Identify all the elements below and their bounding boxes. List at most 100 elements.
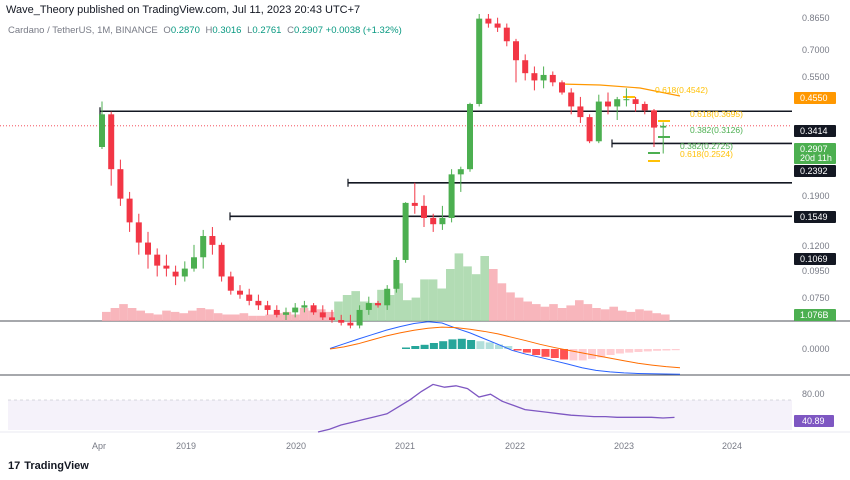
volume-bar (334, 301, 343, 321)
high-value: 0.3016 (212, 25, 242, 36)
volume-bar (480, 256, 489, 321)
volume-bar (489, 269, 498, 321)
volume-bar (506, 292, 515, 321)
low-label: L (247, 25, 253, 36)
candle-body (651, 110, 657, 128)
macd-histogram-bar (420, 344, 429, 349)
time-tick: 2020 (286, 441, 306, 451)
price-tick: 0.5500 (802, 72, 830, 82)
volume-bar (643, 310, 653, 321)
candle-body (301, 305, 308, 308)
candle-body (319, 312, 326, 318)
candle-body (154, 254, 161, 266)
candle-body (421, 205, 427, 218)
candle-body (513, 41, 519, 61)
volume-bar (153, 314, 163, 321)
candle-body (494, 23, 501, 28)
candle-body (623, 99, 630, 101)
tradingview-brand[interactable]: 17 TradingView (8, 460, 89, 472)
price-tick: 0.1900 (802, 191, 830, 201)
candle-body (218, 244, 225, 277)
candle-body (549, 74, 556, 83)
candle-body (577, 106, 584, 118)
volume-bar (170, 311, 180, 321)
price-label-bg (794, 125, 836, 137)
time-tick: 2022 (505, 441, 525, 451)
volume-bar (532, 304, 541, 321)
macd-histogram-bar (429, 343, 438, 349)
volume-bar (514, 297, 524, 321)
volume-bar (446, 269, 455, 321)
macd-histogram-bar (522, 349, 531, 353)
candle-body (540, 74, 547, 81)
symbol-name[interactable]: Cardano / TetherUS, 1M, BINANCE (8, 25, 158, 36)
tradingview-logo-icon: 17 (8, 460, 21, 472)
change-value: +0.0038 (+1.32%) (325, 25, 402, 36)
volume-bar (136, 310, 145, 321)
candle-body (467, 103, 473, 170)
candle-body (338, 320, 345, 323)
fibonacci-levels: 0.618(0.4542) 0.618(0.3695) 0.382(0.3126) 0… (623, 85, 743, 162)
candle-body (163, 265, 170, 269)
candle-body (209, 236, 216, 245)
candle-body (310, 305, 317, 313)
price-label: 0.4550 (800, 93, 828, 103)
volume-bar (325, 311, 335, 321)
candle-body (375, 303, 381, 306)
support-resistance-levels (0, 107, 792, 221)
macd-histogram-bar (476, 341, 485, 349)
candle-body (476, 18, 483, 104)
candle-body (237, 290, 243, 295)
candle-body (181, 268, 188, 277)
volume-bar (282, 311, 292, 321)
volume-bar (179, 313, 188, 321)
price-tick: 0.0750 (802, 293, 830, 303)
volume-bar (360, 301, 369, 321)
price-tick: 0.7000 (802, 45, 830, 55)
macd-histogram-bar (550, 349, 559, 358)
time-tick: Apr (92, 441, 106, 451)
time-tick: 2024 (722, 441, 742, 451)
rsi-axis-label: 80.00 (802, 389, 825, 399)
volume-bar (299, 308, 309, 321)
volume-bar (110, 308, 120, 321)
candle-body (99, 114, 105, 147)
macd-histogram-bar (560, 349, 569, 360)
candle-body (531, 73, 538, 81)
macd-histogram-bar (597, 349, 606, 358)
candle-body (586, 117, 593, 142)
macd-histogram-bar (495, 344, 503, 349)
candle-body (227, 276, 234, 291)
volume-bar (454, 253, 464, 321)
macd-histogram-bar (532, 349, 541, 355)
volume-bar (609, 306, 618, 321)
candle-body (384, 288, 391, 306)
rsi-line (317, 383, 675, 433)
volume-bar (274, 313, 283, 321)
volume-bar (557, 308, 567, 321)
price-label: 20d 11h (800, 153, 832, 163)
time-axis: Apr 2019 2020 2021 2022 2023 2024 (92, 441, 742, 451)
candle-body (568, 92, 575, 107)
rsi-value-label: 40.89 (802, 416, 825, 426)
candle-body (430, 217, 437, 225)
time-tick: 2019 (176, 441, 196, 451)
price-label: 0.2907 (800, 144, 828, 154)
volume-bars (102, 253, 670, 321)
candle-body (448, 174, 455, 218)
candle-body (503, 27, 510, 42)
macd-histogram-bar (448, 339, 457, 349)
rsi-pane (8, 383, 792, 433)
candle-body (264, 305, 271, 310)
fib-label: 0.382(0.2725) (680, 141, 733, 151)
volume-bar (265, 314, 274, 321)
macd-axis-label: 0.0000 (802, 344, 830, 354)
candle-body (522, 60, 529, 74)
volume-bar (549, 304, 558, 321)
volume-bar (342, 295, 352, 321)
macd-histogram-bar (439, 341, 448, 349)
rsi-value-bg (794, 415, 834, 427)
volume-bar (205, 309, 214, 321)
time-tick: 2021 (395, 441, 415, 451)
